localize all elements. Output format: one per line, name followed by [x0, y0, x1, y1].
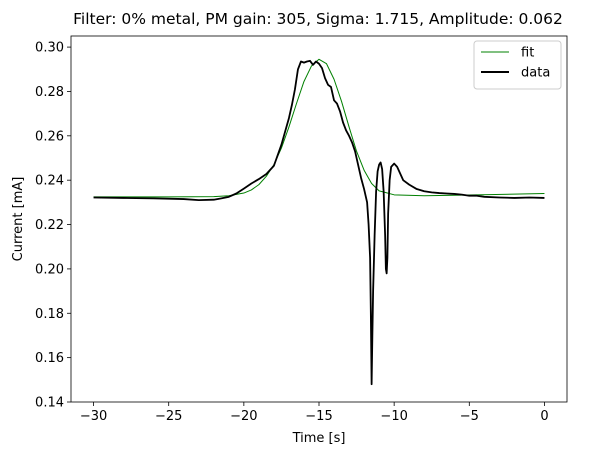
legend-box	[473, 40, 562, 90]
y-tick-label: 0.24	[35, 174, 64, 189]
x-axis-label: Time [s]	[292, 431, 346, 446]
x-tick-label: −10	[380, 409, 407, 424]
y-tick-label: 0.22	[35, 218, 64, 233]
x-tick-label: 0	[540, 409, 548, 424]
y-tick-label: 0.14	[35, 396, 64, 411]
legend-fit-label: fit	[521, 46, 534, 61]
y-tick-label: 0.16	[35, 351, 64, 366]
y-tick-label: 0.18	[35, 307, 64, 322]
x-tick-label: −5	[460, 409, 479, 424]
y-tick-label: 0.20	[35, 262, 64, 277]
y-axis-label: Current [mA]	[11, 177, 26, 262]
x-axis: −30 −25 −20 −15 −10 −5 0	[80, 402, 549, 424]
series-data-line	[93, 59, 545, 386]
legend: fit data	[473, 40, 562, 90]
series-layer	[93, 58, 545, 386]
legend-data-label: data	[521, 66, 550, 81]
chart-title: Filter: 0% metal, PM gain: 305, Sigma: 1…	[73, 10, 563, 28]
y-tick-label: 0.30	[35, 41, 64, 56]
y-tick-label: 0.28	[35, 85, 64, 100]
x-tick-label: −20	[230, 409, 257, 424]
x-tick-label: −25	[155, 409, 182, 424]
plot-area	[70, 35, 568, 403]
x-tick-label: −15	[305, 409, 332, 424]
x-tick-label: −30	[80, 409, 107, 424]
y-axis: 0.14 0.16 0.18 0.20 0.22 0.24 0.26 0.28 0.30	[35, 41, 71, 411]
plot-background	[71, 36, 567, 402]
y-tick-label: 0.26	[35, 129, 64, 144]
